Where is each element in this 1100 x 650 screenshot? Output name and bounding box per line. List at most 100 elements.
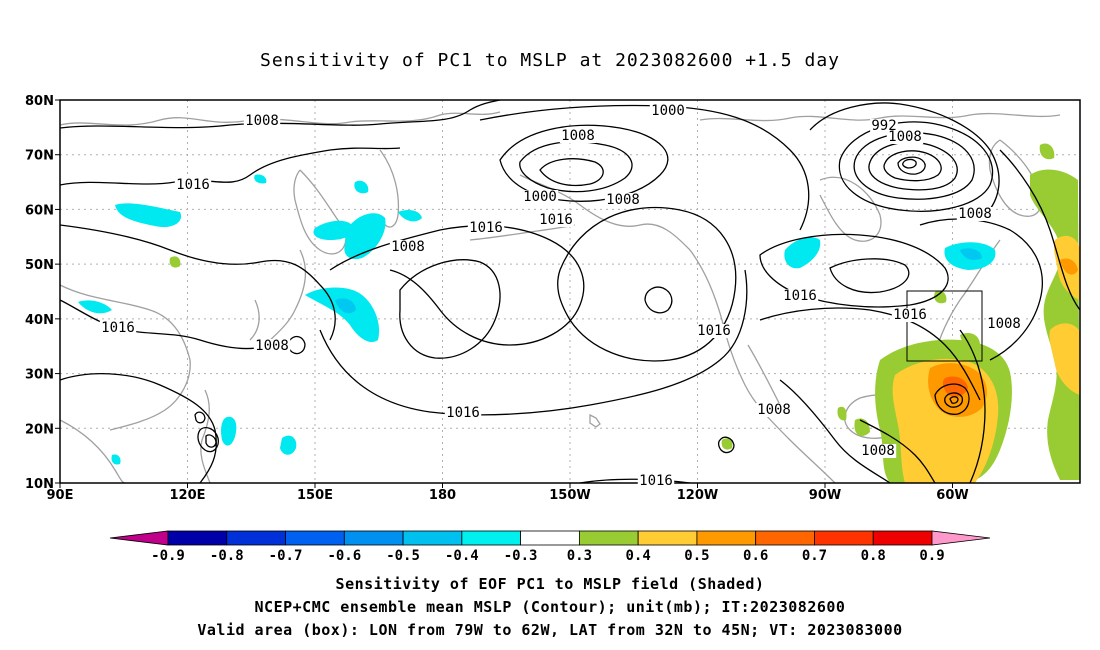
contour-label-bg [695,324,733,338]
contour-label: 1008 [987,316,1021,332]
colorbar-segment [872,530,933,546]
contour-1008-cuba [959,329,986,483]
contour-label: 1016 [446,405,480,421]
coast-indochina [60,419,126,483]
contour-992-4 [883,150,942,182]
colorbar-segment [402,530,463,546]
longitude-labels: 90E 120E 150E 180 150W 120W 90W 60W [47,488,969,503]
contour-label-bg [521,190,559,204]
lat-label: 10N [25,477,54,492]
coast-arctic-canada [699,112,1061,122]
contour-label: 1008 [888,129,922,145]
colorbar-label: 0.6 [743,548,768,564]
shade-neg-japan-core [335,298,356,314]
contour-1008-loop-a [197,427,219,453]
contour-label-bg [781,289,819,303]
colorbar-max-arrow [931,530,991,546]
shade-pos-darkorange [942,376,968,397]
lon-label: 120W [677,488,718,503]
contour-992-6 [902,158,917,169]
axis-ticks [55,99,953,488]
contour-label: 1000 [651,103,685,119]
colorbar-segment [814,530,874,546]
colorbar-label: 0.5 [684,548,709,564]
contour-1016-top [60,147,401,186]
coast-china [60,284,191,431]
colorbar-segment [755,530,815,546]
lat-label: 20N [25,422,54,437]
lat-label: 60N [25,203,54,218]
colorbar-segment [696,530,757,546]
lon-label: 120E [169,488,205,503]
contour-label: 1016 [176,177,210,193]
coast-siberia [60,111,501,126]
contour-label-bg [559,129,597,143]
contour-1016-west-band [60,224,336,341]
contour-1008-hurricane-1 [934,383,970,415]
shade-neg-okhotsk-2 [344,213,386,260]
contour-label: 1016 [539,212,573,228]
contour-label-bg [444,406,482,420]
colorbar-label: 0.8 [861,548,886,564]
contour-label: 1016 [893,307,927,323]
shade-pos-yellow-atlantic-2 [1049,323,1080,395]
contour-label-bg [886,130,924,144]
colorbar-label: -0.8 [210,548,244,564]
contour-label: 1008 [561,128,595,144]
contour-label: 1016 [101,320,135,336]
contour-label-bg [604,193,642,207]
coastlines [60,111,1061,483]
contour-1008-greenland [809,102,1000,216]
contour-aleutian-low-3 [539,158,604,187]
colorbar-label: 0.3 [567,548,592,564]
colorbar-label: -0.9 [151,548,185,564]
contour-label: 1008 [255,338,289,354]
contour-1016-pac-high [557,206,737,362]
contour-1008-top [60,100,501,129]
contour-label-bg [174,178,212,192]
shade-pos-green-bay [837,406,847,421]
colorbar-label: -0.5 [386,548,420,564]
lon-label: 180 [429,488,456,503]
sensitivity-shading [78,143,1080,483]
colorbar-segment [285,530,345,546]
contour-992-5 [897,156,926,175]
shade-neg-indochina [111,454,121,465]
lon-label: 60W [936,488,968,503]
contour-label-bg [389,240,427,254]
coast-japan [264,249,307,346]
shade-neg-newfoundland-core [960,248,982,260]
contour-1008-mexico-2 [859,419,936,483]
contour-1016-high [399,259,501,359]
shade-pos-green-box [934,290,947,304]
contour-canada-low-2 [829,258,910,294]
contour-label: 1008 [391,239,425,255]
shade-neg-china-1 [115,203,182,228]
contour-label: 1008 [606,192,640,208]
contour-1008-small-pac [717,436,735,454]
contour-1016-main [329,225,585,346]
latitude-labels: 80N 70N 60N 50N 40N 30N 20N 10N [25,94,54,492]
coast-philippines [200,389,211,483]
footer-line-1: Sensitivity of EOF PC1 to MSLP field (Sh… [335,575,765,593]
contour-1008-mexico [779,379,891,483]
colorbar-segment [167,530,228,546]
colorbar-label: -0.6 [327,548,361,564]
coast-baja [747,344,781,406]
lat-label: 80N [25,94,54,109]
shade-neg-siberia-1 [354,180,369,194]
colorbar-segment [343,530,404,546]
contour-label-bg [755,403,793,417]
shade-pos-green-greenland [1039,143,1055,160]
contour-label-bg [243,114,281,128]
lon-label: 90E [47,488,74,503]
footer-line-2: NCEP+CMC ensemble mean MSLP (Contour); u… [254,598,846,616]
colorbar [109,530,991,546]
lon-label: 90W [809,488,841,503]
contour-1016-south [319,269,748,416]
contour-1008-south-pac [579,478,691,483]
lat-label: 30N [25,368,54,383]
coast-okhotsk [293,169,347,255]
colorbar-segment [226,530,286,546]
